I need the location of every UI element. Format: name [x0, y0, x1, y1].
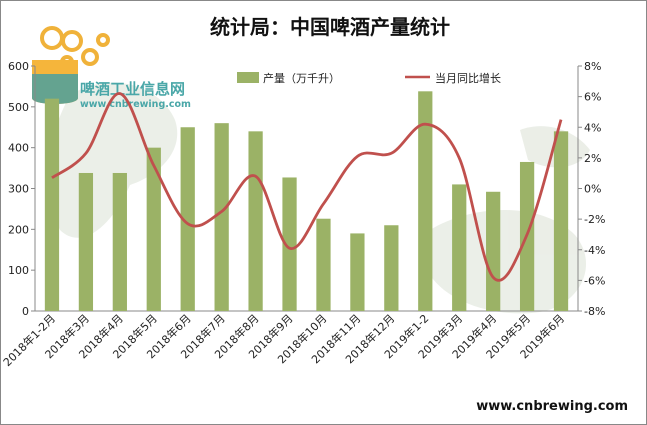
bar-production	[350, 233, 365, 311]
legend-label-line: 当月同比增长	[435, 71, 501, 85]
y-left-tick-label: 200	[8, 223, 29, 236]
chart-title: 统计局：中国啤酒产量统计	[210, 15, 450, 39]
bar-production	[44, 98, 60, 312]
bar-production	[553, 131, 569, 311]
y-right-tick-label: 2%	[584, 152, 601, 165]
y-right-tick-label: 4%	[584, 121, 601, 134]
y-left-tick-label: 400	[8, 142, 29, 155]
line-yoy-growth	[51, 92, 563, 282]
logo-glass-icon	[32, 74, 78, 104]
bar-production	[452, 184, 467, 311]
logo-bubble	[81, 48, 99, 66]
logo-url: www.cnbrewing.com	[80, 99, 191, 110]
logo-bubble	[96, 33, 110, 47]
y-left-tick-label: 300	[8, 183, 29, 196]
y-right-tick-label: 0%	[584, 183, 601, 196]
legend: 产量（万千升） 当月同比增长	[237, 71, 501, 85]
logo-text: 啤酒工业信息网	[80, 80, 185, 98]
y-right-tick-label: -8%	[584, 305, 605, 318]
bar-production	[146, 147, 161, 311]
y-left-tick-label: 100	[8, 264, 29, 277]
footer-url: www.cnbrewing.com	[476, 399, 628, 414]
bar-production	[78, 172, 94, 311]
y-left-tick-label: 0	[22, 305, 29, 318]
y-right-tick-label: -2%	[584, 213, 605, 226]
bar-production	[180, 127, 195, 311]
y-right-tick-label: 8%	[584, 60, 601, 73]
y-left-tick-label: 600	[8, 60, 29, 73]
y-left-tick-label: 500	[8, 101, 29, 114]
logo-bubble	[61, 30, 83, 52]
y-right-tick-label: -6%	[584, 274, 605, 287]
y-right-tick-label: -4%	[584, 244, 605, 257]
bar-production	[316, 218, 331, 311]
bar-production	[486, 191, 501, 311]
bar-production	[384, 225, 399, 311]
legend-swatch-bar	[237, 72, 259, 83]
bar-production	[418, 91, 433, 311]
bar-production	[248, 131, 263, 311]
bar-production	[112, 172, 127, 311]
legend-label-bar: 产量（万千升）	[263, 71, 340, 85]
y-right-tick-label: 6%	[584, 91, 601, 104]
bar-production	[214, 123, 229, 312]
bar-production	[282, 177, 297, 311]
